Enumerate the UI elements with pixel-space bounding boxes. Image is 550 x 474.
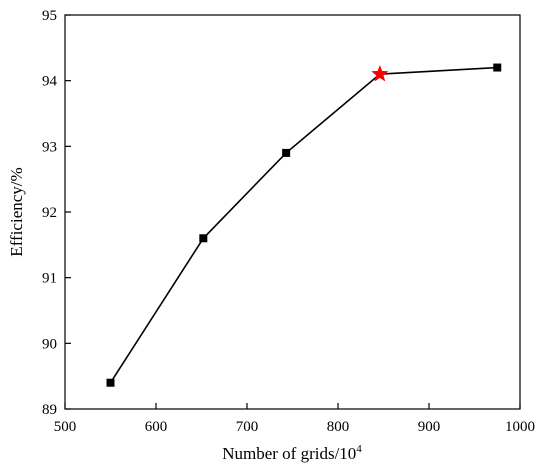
x-axis: 500 600 700 800 900 1000 xyxy=(54,403,535,435)
data-point xyxy=(493,63,502,72)
y-tick-label: 90 xyxy=(42,336,57,352)
x-tick-label: 600 xyxy=(145,419,168,435)
data-point-star xyxy=(371,64,389,82)
x-tick-label: 900 xyxy=(418,419,441,435)
data-point xyxy=(199,234,208,243)
x-tick-label: 700 xyxy=(236,419,259,435)
y-axis-title: Efficiency/% xyxy=(7,167,26,256)
x-axis-title: Number of grids/104 xyxy=(222,443,362,463)
data-point xyxy=(282,148,291,157)
y-tick-label: 94 xyxy=(42,74,58,90)
y-tick-label: 93 xyxy=(42,139,57,155)
y-tick-label: 92 xyxy=(42,205,57,221)
x-tick-label: 1000 xyxy=(505,419,535,435)
x-tick-label: 800 xyxy=(327,419,350,435)
series-line xyxy=(109,66,498,384)
plot-frame xyxy=(64,14,521,410)
y-axis: 89 90 91 92 93 94 95 xyxy=(42,8,71,418)
data-point xyxy=(106,378,115,387)
x-axis-title-superscript: 4 xyxy=(356,443,362,455)
x-tick-label: 500 xyxy=(54,419,77,435)
y-tick-label: 89 xyxy=(42,402,57,418)
series-group xyxy=(106,63,502,387)
y-tick-label: 95 xyxy=(42,8,57,24)
y-tick-label: 91 xyxy=(42,271,57,287)
